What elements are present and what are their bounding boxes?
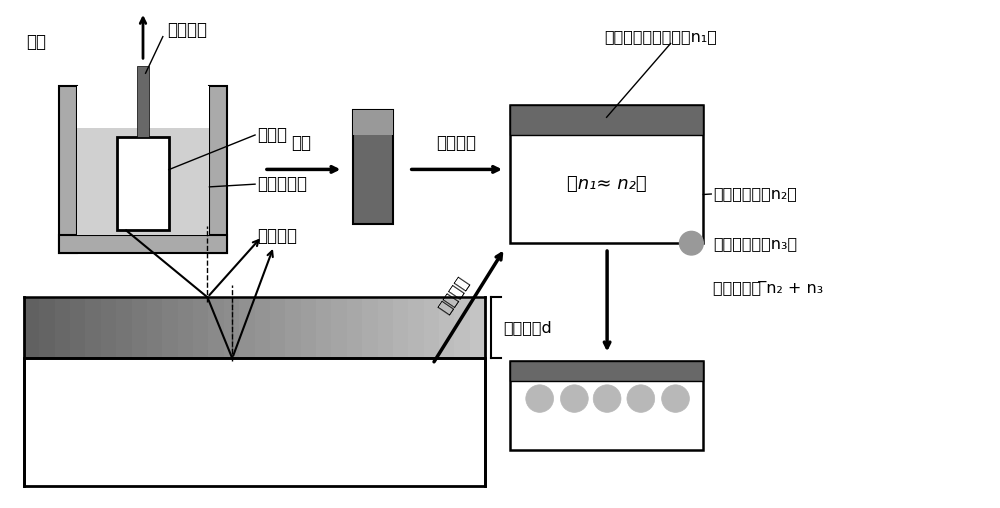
Circle shape xyxy=(526,385,554,412)
Bar xyxy=(193,297,209,358)
Bar xyxy=(116,297,133,358)
Bar xyxy=(362,297,379,358)
Bar xyxy=(353,110,393,224)
Bar xyxy=(270,297,286,358)
Bar xyxy=(39,297,56,358)
Bar xyxy=(59,86,77,253)
Bar xyxy=(510,361,703,450)
Bar xyxy=(178,297,194,358)
Text: 溶剂挥发: 溶剂挥发 xyxy=(436,134,476,152)
Bar xyxy=(117,137,169,231)
Bar xyxy=(439,297,455,358)
Bar xyxy=(393,297,409,358)
Text: 基底（折射率n₂）: 基底（折射率n₂） xyxy=(713,186,797,202)
Bar xyxy=(353,110,393,135)
Bar xyxy=(101,297,117,358)
Circle shape xyxy=(593,385,621,412)
Bar xyxy=(255,297,271,358)
Circle shape xyxy=(627,385,655,412)
Bar xyxy=(347,297,363,358)
Text: 提拉: 提拉 xyxy=(26,33,46,50)
Bar xyxy=(162,297,179,358)
Bar xyxy=(59,235,227,253)
Text: 复合折射率 ̅n₂ + n₃: 复合折射率 ̅n₂ + n₃ xyxy=(713,280,823,295)
Circle shape xyxy=(560,385,588,412)
Bar xyxy=(285,297,302,358)
Bar xyxy=(510,361,703,381)
Bar xyxy=(24,358,485,486)
Bar xyxy=(301,297,317,358)
Text: 提拉装置: 提拉装置 xyxy=(168,21,208,39)
Bar xyxy=(77,86,209,128)
Circle shape xyxy=(662,385,689,412)
Bar xyxy=(424,297,440,358)
Bar xyxy=(470,297,486,358)
Bar xyxy=(24,297,40,358)
Bar xyxy=(70,297,86,358)
Bar xyxy=(316,297,332,358)
Bar xyxy=(510,106,703,135)
Bar xyxy=(224,297,240,358)
Text: 高分子涂层（折射率n₁）: 高分子涂层（折射率n₁） xyxy=(604,29,717,44)
Bar xyxy=(510,106,703,243)
Bar xyxy=(137,66,149,137)
Bar xyxy=(147,297,163,358)
Bar xyxy=(209,86,227,253)
Bar xyxy=(331,297,348,358)
Bar xyxy=(132,297,148,358)
Text: 溶剂挥发: 溶剂挥发 xyxy=(436,274,473,317)
Text: 光学干涉: 光学干涉 xyxy=(257,227,297,245)
Text: 载玻片: 载玻片 xyxy=(257,126,287,144)
Text: 溶剂（折射率n₃）: 溶剂（折射率n₃） xyxy=(713,236,797,250)
Text: 高分子溶液: 高分子溶液 xyxy=(257,175,307,193)
Bar xyxy=(77,128,209,235)
Bar xyxy=(239,297,256,358)
Text: 静置: 静置 xyxy=(292,134,312,152)
Bar xyxy=(408,297,425,358)
Bar xyxy=(55,297,71,358)
Bar xyxy=(85,297,102,358)
Circle shape xyxy=(679,231,703,255)
Bar xyxy=(208,297,225,358)
Bar xyxy=(454,297,471,358)
Text: （n₁≈ n₂）: （n₁≈ n₂） xyxy=(567,175,646,193)
Text: 涂层厚度d: 涂层厚度d xyxy=(503,320,552,335)
Bar xyxy=(378,297,394,358)
